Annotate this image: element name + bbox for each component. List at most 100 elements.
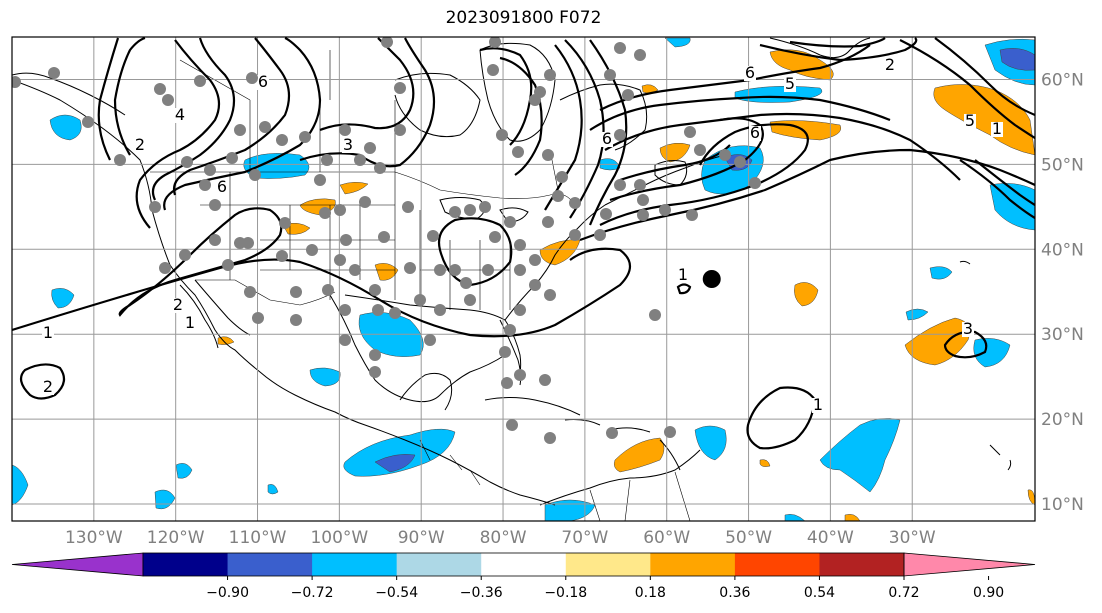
observation-marker <box>204 164 216 176</box>
contour-label: 1 <box>992 119 1002 138</box>
positive-anomaly-patch <box>339 182 369 195</box>
contour-label: 6 <box>217 177 227 196</box>
coastlines <box>12 37 1012 506</box>
contour-label-bg <box>991 122 1003 137</box>
observation-marker <box>664 426 676 438</box>
observation-marker <box>199 179 211 191</box>
negative-anomaly-patch <box>784 514 806 521</box>
contour-line <box>151 37 236 201</box>
observation-marker <box>252 312 264 324</box>
contour-line <box>619 144 731 182</box>
negative-anomaly-patch <box>12 464 29 506</box>
observation-marker <box>381 37 393 48</box>
observation-marker <box>314 174 326 186</box>
observation-marker <box>552 190 564 202</box>
contour-line <box>589 95 891 131</box>
observation-marker <box>464 204 476 216</box>
contour-line <box>135 39 221 229</box>
observation-marker <box>279 217 291 229</box>
observation-marker <box>276 250 288 262</box>
positive-anomaly-patch <box>539 239 581 266</box>
observation-marker <box>339 304 351 316</box>
positive-anomaly-patch <box>844 514 861 521</box>
contour-line <box>899 39 1035 139</box>
greenland-east <box>769 37 871 59</box>
negative-anomaly-patch <box>175 463 193 479</box>
observation-marker <box>244 286 256 298</box>
observation-marker <box>622 89 634 101</box>
observation-marker <box>606 427 618 439</box>
contour-line <box>599 123 809 226</box>
contour-label-bg <box>257 75 269 90</box>
observation-marker <box>544 432 556 444</box>
gulf-of-california <box>194 279 251 336</box>
contour-label-bg <box>812 398 824 413</box>
observation-marker <box>427 230 439 242</box>
observation-marker <box>719 149 731 161</box>
positive-anomaly-patch <box>659 142 691 163</box>
observation-marker <box>276 134 288 146</box>
contour-label: 2 <box>43 377 53 396</box>
observation-marker <box>322 284 334 296</box>
observation-marker <box>48 67 60 79</box>
observation-marker <box>374 162 386 174</box>
observation-marker <box>369 284 381 296</box>
negative-anomaly-patch <box>819 418 901 493</box>
contour-line <box>299 37 436 168</box>
contour-label: 4 <box>175 105 185 124</box>
colorbar-segment <box>143 553 229 576</box>
anomaly-shading <box>12 37 1035 521</box>
contour-label-bg <box>342 138 354 153</box>
observation-marker <box>242 237 254 249</box>
observation-marker <box>369 366 381 378</box>
longitude-tick-label: 30°W <box>889 528 936 548</box>
contour-label-bg <box>964 114 976 129</box>
cuba <box>484 397 581 416</box>
observation-marker <box>634 179 646 191</box>
observation-marker <box>489 37 501 48</box>
colorbar-outline <box>142 552 905 577</box>
latitude-tick-label: 50°N <box>1041 155 1084 175</box>
observation-marker <box>569 197 581 209</box>
observation-marker <box>181 156 193 168</box>
observation-marker <box>504 216 516 228</box>
contour-label-bg <box>172 298 184 313</box>
observation-marker <box>449 264 461 276</box>
contour-line <box>746 386 817 450</box>
map-title: 2023091800 F072 <box>445 8 602 28</box>
contour-label-bg <box>42 380 54 395</box>
observation-marker <box>604 69 616 81</box>
contour-label-bg <box>749 126 761 141</box>
contour-line <box>499 56 543 176</box>
positive-anomaly-patch <box>613 437 665 473</box>
contour-line <box>934 37 1035 117</box>
observation-marker <box>249 169 261 181</box>
observation-marker <box>514 369 526 381</box>
south-america-north <box>539 449 701 506</box>
observation-marker <box>534 86 546 98</box>
observation-marker <box>614 42 626 54</box>
observation-marker <box>600 208 612 220</box>
observation-marker <box>246 72 258 84</box>
colorbar-segment <box>396 553 482 576</box>
longitude-tick-label: 70°W <box>561 528 608 548</box>
observation-marker <box>290 286 302 298</box>
observation-marker <box>394 82 406 94</box>
contour-line <box>789 37 886 48</box>
map-frame <box>11 36 1036 522</box>
contour-line <box>19 363 66 400</box>
central-america <box>404 439 556 506</box>
observation-marker <box>226 152 238 164</box>
contour-line <box>676 283 692 295</box>
observation-marker <box>637 209 649 221</box>
longitude-tick-label: 100°W <box>310 528 368 548</box>
contour-line <box>172 37 291 196</box>
observation-marker <box>659 204 671 216</box>
contour-line <box>319 37 415 132</box>
contour-line <box>118 207 283 317</box>
colorbar-tick-label: 0.36 <box>719 585 750 601</box>
positive-anomaly-patch <box>759 459 771 467</box>
atlantic-islands <box>959 260 1012 471</box>
colorbar-tick-label: 0.90 <box>973 585 1004 601</box>
